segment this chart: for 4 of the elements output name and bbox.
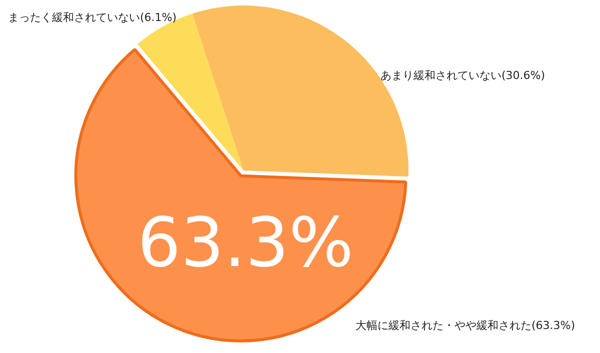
text: 63.3%: [137, 204, 354, 283]
slice-label: あまり緩和されていない(30.6%): [380, 69, 546, 82]
slice-label: まったく緩和されていない(6.1%): [8, 11, 176, 24]
slice-label: 大幅に緩和された・やや緩和された(63.3%): [356, 319, 576, 332]
